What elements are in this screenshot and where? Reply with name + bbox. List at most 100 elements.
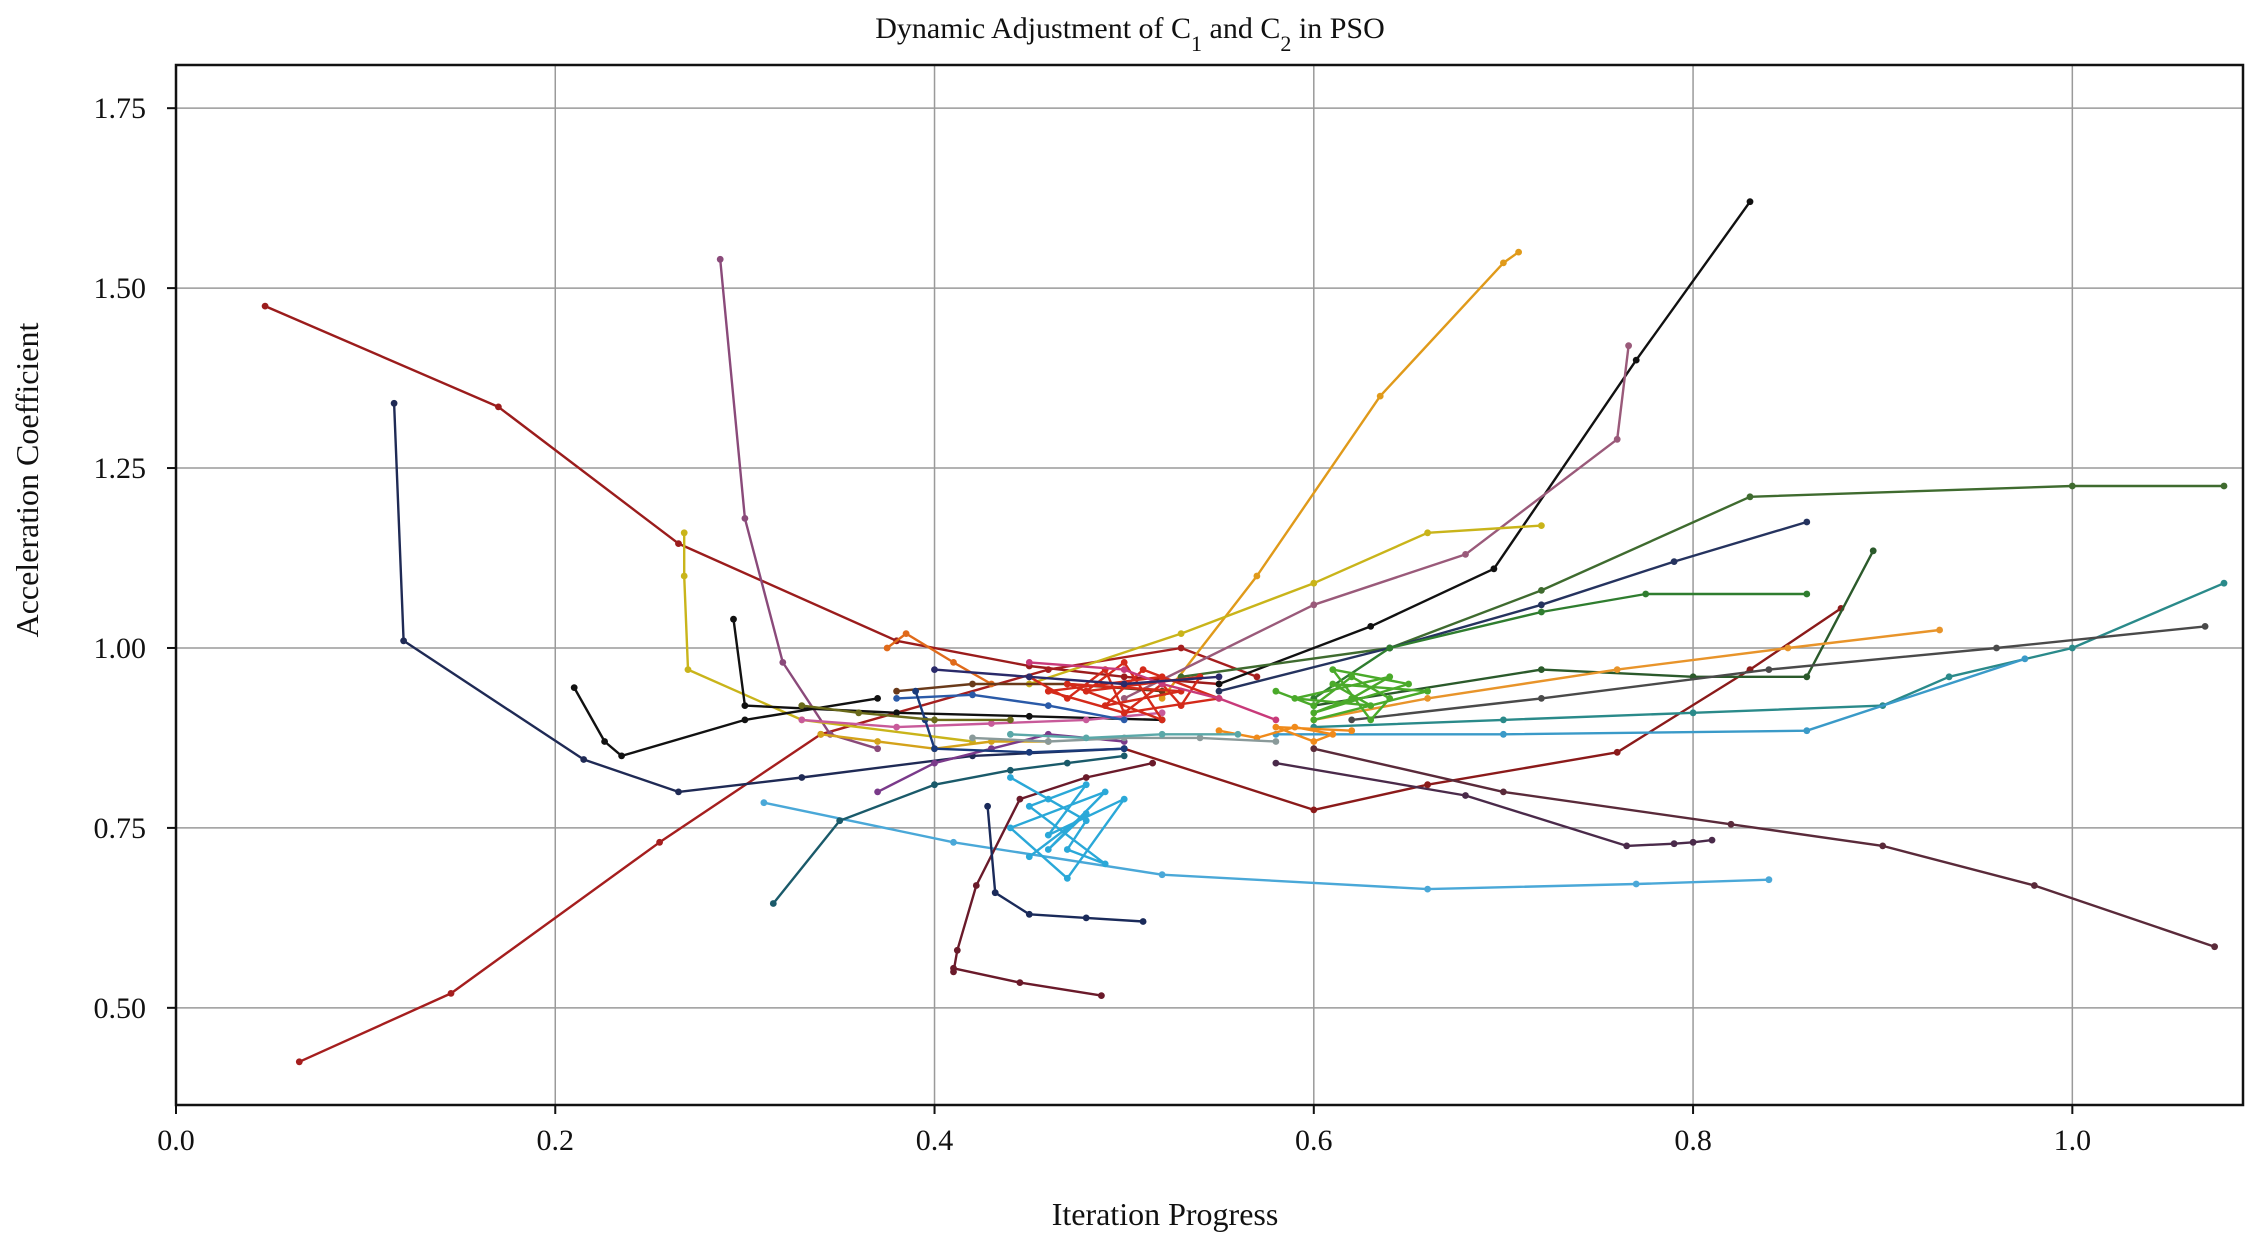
series-darkred-bottom-point bbox=[972, 882, 980, 889]
series-teal-bottom-point bbox=[836, 817, 844, 825]
series-pink-point bbox=[988, 720, 995, 727]
series-dark-red-point bbox=[1310, 806, 1318, 814]
series-teal-bottom-point bbox=[1063, 759, 1071, 767]
series-teal-bottom bbox=[769, 752, 1128, 907]
series-magenta-point bbox=[1215, 695, 1223, 702]
series-cyan-cluster-point bbox=[1044, 831, 1052, 839]
series-black-small bbox=[570, 684, 881, 760]
series-brown-mid-point bbox=[893, 687, 900, 695]
series-navy-bottom-point bbox=[1139, 918, 1147, 925]
series-red-cluster-point bbox=[1063, 695, 1071, 702]
series-blue-mid-point bbox=[1120, 716, 1128, 724]
series-orange-left bbox=[883, 630, 995, 688]
series-olive bbox=[1177, 482, 2228, 681]
series-dark-red-line bbox=[1122, 607, 1843, 812]
series-green-cluster-point bbox=[1310, 709, 1318, 717]
y-tick-label: 1.50 bbox=[94, 272, 147, 305]
series-navy-bottom bbox=[984, 802, 1147, 925]
series-pink-point bbox=[798, 716, 806, 724]
series-teal-right-point bbox=[2220, 579, 2228, 587]
series-black-mid-point bbox=[893, 709, 900, 717]
series-olive-small-point bbox=[855, 709, 863, 717]
y-tick-label: 1.75 bbox=[94, 92, 147, 125]
series-green-mid-point bbox=[1538, 608, 1545, 616]
series-black-small-point bbox=[741, 716, 749, 724]
series-lightblue-bottom bbox=[760, 799, 1773, 893]
series-gray-right-point bbox=[1993, 644, 2000, 652]
y-tick-label: 0.75 bbox=[94, 812, 147, 845]
series-yellow-top-point bbox=[1310, 579, 1318, 587]
y-tick-label: 1.00 bbox=[94, 632, 147, 665]
y-axis-title: Acceleration Coefficient bbox=[9, 322, 45, 637]
x-axis-title: Iteration Progress bbox=[1052, 1196, 1279, 1232]
series-red-ascending-point bbox=[1177, 644, 1185, 652]
series-olive-line bbox=[1179, 484, 2226, 678]
series-red-cluster bbox=[1025, 659, 1223, 724]
series-teal-bottom-point bbox=[769, 900, 777, 907]
series-darkgreen-right-point bbox=[1869, 547, 1877, 555]
series-yellow-top-point bbox=[1538, 522, 1545, 529]
series-green-cluster-point bbox=[1367, 716, 1375, 724]
series-navy-bottom-point bbox=[991, 889, 999, 897]
series-green-cluster-point bbox=[1367, 702, 1375, 709]
series-orange-tall-point bbox=[1515, 248, 1522, 256]
series-olive-point bbox=[1746, 493, 1754, 501]
series-darkred-bottom-point bbox=[1016, 795, 1024, 803]
series-green-cluster-point bbox=[1291, 695, 1299, 702]
series-navy-center bbox=[931, 666, 1223, 688]
series-navy-center-point bbox=[1025, 673, 1033, 681]
series-gold-left-point bbox=[874, 738, 881, 745]
series-cyan-cluster-point bbox=[1082, 781, 1090, 789]
series-navy-left-point bbox=[798, 774, 806, 781]
series-green-cluster-point bbox=[1329, 680, 1337, 688]
series-navy-left-point bbox=[580, 756, 588, 763]
series-navy-right-point bbox=[1803, 518, 1811, 526]
x-tick-label: 0.4 bbox=[916, 1124, 954, 1157]
series-lightblue-bottom-line bbox=[762, 801, 1771, 891]
series-brown-right-line bbox=[1312, 747, 2216, 948]
series-red-cluster-line bbox=[1028, 661, 1221, 722]
series-black-tall-point bbox=[1367, 623, 1375, 630]
series-skyblue-right-line bbox=[1274, 657, 2027, 736]
series-lightblue-bottom-point bbox=[1632, 880, 1640, 888]
series-teal-band-line bbox=[1009, 733, 1240, 740]
series-dark-red-point bbox=[1424, 781, 1431, 789]
series-gold-left-point bbox=[817, 730, 825, 738]
series-mauve-right-point bbox=[1462, 551, 1469, 558]
series-darkred-bottom-point bbox=[1149, 759, 1156, 767]
series-purple-top-point bbox=[741, 515, 749, 522]
series-darkgreen-right bbox=[1310, 547, 1877, 709]
series-pink-point bbox=[1158, 709, 1166, 717]
series-green-cluster-point bbox=[1272, 687, 1280, 695]
series-mauve-right-point bbox=[1120, 695, 1128, 702]
series-darkblue-loop-point bbox=[1025, 748, 1033, 756]
x-tick-label: 0.2 bbox=[537, 1124, 575, 1157]
series-orange-right-point bbox=[1936, 626, 1943, 634]
series-black-small-point bbox=[874, 695, 881, 702]
series-orange-cluster-point bbox=[1272, 723, 1280, 731]
series-navy-bottom-line bbox=[986, 805, 1145, 923]
series-orange-right-point bbox=[1613, 666, 1621, 673]
series-orange-left-point bbox=[902, 630, 910, 637]
series-cyan-cluster-point bbox=[1082, 817, 1090, 825]
series-red-descending-point bbox=[1120, 673, 1128, 681]
series-gray-right-point bbox=[1348, 716, 1356, 724]
series-blue-mid bbox=[893, 691, 1128, 724]
series-mauve-right bbox=[1120, 342, 1632, 702]
series-darkpurple-right-point bbox=[1272, 759, 1280, 767]
series-olive-point bbox=[2068, 482, 2076, 490]
series-red-ascending-point bbox=[1044, 666, 1052, 673]
series-gray-band-point bbox=[1196, 734, 1204, 742]
series-magenta bbox=[1025, 659, 1280, 724]
series-teal-bottom-point bbox=[1007, 766, 1014, 774]
series-black-tall-point bbox=[1215, 680, 1223, 688]
series-skyblue-right-point bbox=[2021, 655, 2029, 663]
series-magenta-point bbox=[1120, 666, 1128, 673]
series-lightblue-bottom-point bbox=[1158, 871, 1166, 879]
series-yellow-left-point bbox=[680, 529, 688, 537]
series-navy-center-line bbox=[933, 668, 1221, 686]
series-darkred-bottom-point bbox=[953, 946, 961, 954]
series-teal-bottom-point bbox=[1120, 752, 1128, 760]
series-red-ascending-point bbox=[447, 990, 455, 997]
series-yellow-top-point bbox=[1177, 630, 1185, 637]
